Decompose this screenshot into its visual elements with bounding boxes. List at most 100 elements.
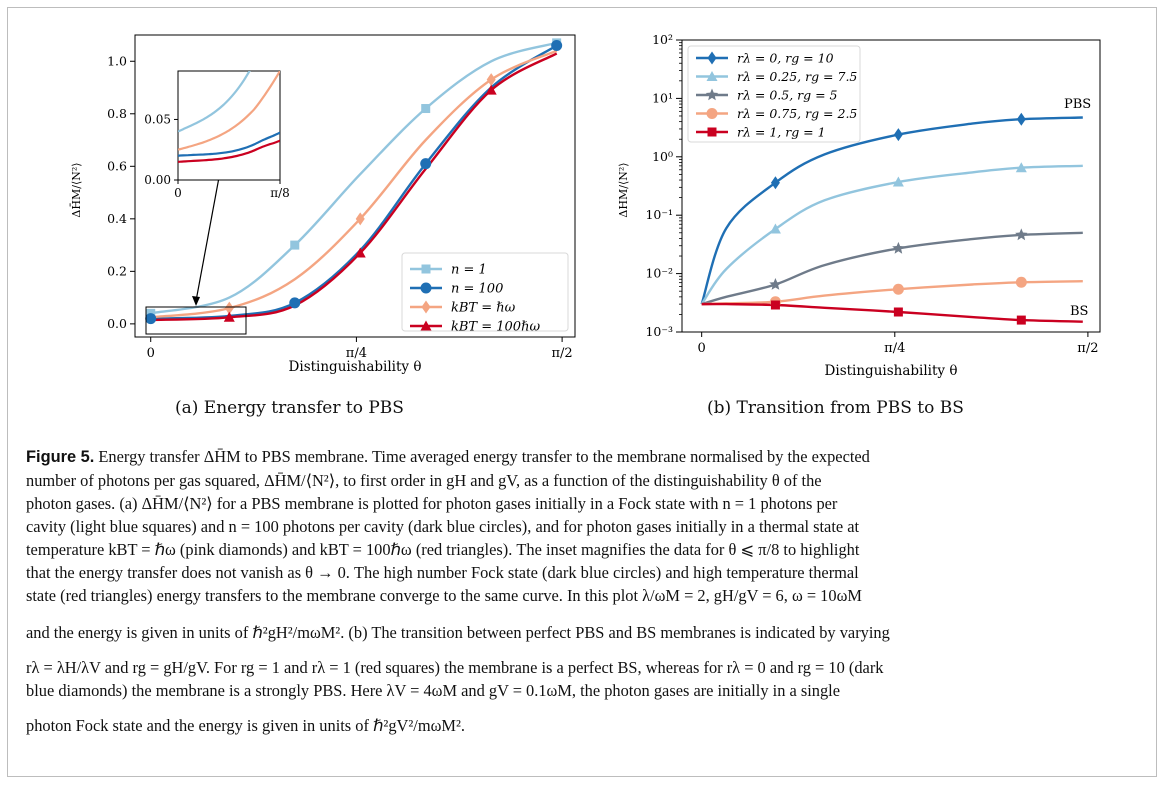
b-series-line (701, 231, 1083, 306)
b-ytick-label: 10⁰ (652, 149, 673, 164)
b-data-point (769, 223, 781, 234)
panel-a-ylabel: ΔH̄M/⟨N²⟩ (70, 162, 83, 217)
a-data-point (224, 301, 234, 315)
b-legend-marker (707, 51, 717, 65)
a-series-line (150, 41, 558, 315)
subcaption-b: (b) Transition from PBS to BS (707, 398, 964, 418)
b-ytick-label: 10¹ (652, 90, 673, 105)
a-legend-marker (420, 320, 432, 331)
panel-a-xlabel: Distinguishability θ (289, 359, 422, 375)
caption-line-11: photon Fock state and the energy is give… (26, 716, 465, 735)
b-data-point (892, 283, 904, 295)
b-ytick-label: 10⁻² (645, 266, 673, 281)
b-series-line (700, 164, 1083, 305)
panel-b-ylabel: ΔHM/⟨N²⟩ (617, 162, 630, 217)
inset-series-line (178, 71, 251, 133)
b-data-point (893, 128, 903, 142)
inset-curves (178, 71, 280, 163)
inset-xtick-label: π/8 (270, 186, 290, 200)
subcaption-a: (a) Energy transfer to PBS (175, 398, 404, 418)
caption-line-1: Time averaged energy transfer to the mem… (371, 447, 870, 466)
b-data-point (1015, 162, 1027, 173)
a-ytick-label: 1.0 (107, 53, 127, 68)
b-ytick-label: 10⁻¹ (645, 207, 673, 222)
a-data-point (290, 240, 300, 250)
a-data-point (551, 40, 563, 52)
a-xtick-label: π/4 (346, 346, 367, 361)
a-legend-label: n = 100 (451, 282, 503, 297)
a-data-point (420, 158, 432, 170)
b-data-point (1016, 315, 1026, 325)
caption-line-8: and the energy is given in units of ℏ²gH… (26, 623, 890, 642)
panel-b-xlabel: Distinguishability θ (825, 363, 958, 379)
b-legend-label: rλ = 0, rg = 10 (737, 51, 834, 66)
b-legend-marker (706, 108, 718, 119)
caption-line-9: rλ = λH/λV and rg = gH/gV. For rg = 1 an… (26, 658, 884, 677)
b-legend-label: rλ = 1, rg = 1 (737, 125, 826, 140)
a-ytick-label: 0.4 (107, 211, 127, 226)
caption-line-2: number of photons per gas squared, ΔH̄M/… (26, 471, 822, 490)
a-data-point (145, 313, 157, 325)
zoom-region-box (145, 306, 247, 335)
a-data-point (485, 84, 497, 95)
a-data-point (486, 73, 496, 87)
caption-line-5: temperature kBT = ℏω (pink diamonds) and… (26, 540, 860, 559)
caption-line-10: blue diamonds) the membrane is a strongl… (26, 681, 841, 700)
figure-caption: Figure 5. Energy transfer ΔH̄M to PBS me… (26, 445, 1141, 737)
a-data-point (355, 212, 365, 226)
b-legend-box (687, 45, 861, 143)
a-xtick-label: π/2 (552, 346, 573, 361)
a-legend-label: n = 1 (451, 263, 487, 278)
b-data-point (892, 176, 904, 187)
b-xtick-label: 0 (698, 341, 706, 356)
b-data-point (1015, 228, 1028, 241)
caption-title: Energy transfer ΔH̄M to PBS membrane. (98, 447, 369, 466)
a-data-point (421, 104, 431, 114)
b-xtick-label: π/2 (1077, 341, 1098, 356)
a-ytick-label: 0.6 (107, 158, 127, 173)
b-data-point (1016, 112, 1026, 126)
panel-a-chart: 0 π/4 π/2 0.0 0.2 0.4 0.6 0.8 1.0 0 π/8 0.00 0.05 n… (70, 34, 576, 375)
caption-line-7: state (red triangles) energy transfers t… (26, 586, 862, 605)
inset-series-line (178, 139, 280, 163)
a-data-point (223, 311, 235, 322)
a-legend-marker (421, 264, 431, 274)
b-legend-marker (706, 71, 718, 81)
caption-label: Figure 5. (26, 448, 95, 466)
a-data-point (354, 247, 366, 258)
a-data-point (289, 297, 301, 309)
a-ytick-label: 0.8 (107, 106, 127, 121)
b-legend-marker (707, 127, 717, 137)
b-data-point (893, 307, 903, 317)
b-legend-label: rλ = 0.5, rg = 5 (737, 88, 838, 103)
b-ytick-label: 10² (652, 32, 673, 47)
caption-line-3: photon gases. (a) ΔH̄M/⟨N²⟩ for a PBS me… (26, 494, 838, 513)
a-ytick-label: 0.0 (107, 316, 127, 331)
b-data-point (1015, 276, 1027, 288)
inset-ytick-label: 0.05 (144, 112, 171, 126)
a-xtick-label: 0 (147, 346, 155, 361)
b-legend-label: rλ = 0.25, rg = 7.5 (737, 69, 857, 84)
caption-line-4: cavity (light blue squares) and n = 100 … (26, 517, 860, 536)
inset-xtick-label: 0 (174, 186, 182, 200)
b-data-point (769, 278, 782, 290)
b-ytick-label: 10⁻³ (645, 324, 673, 339)
b-data-point (770, 176, 780, 190)
caption-line-6: that the energy transfer does not vanish… (26, 563, 859, 582)
b-series-line (700, 116, 1083, 305)
b-legend-label: rλ = 0.75, rg = 2.5 (737, 106, 857, 121)
b-xtick-label: π/4 (884, 341, 905, 356)
a-legend-label: kBT = ℏω (451, 301, 516, 316)
b-data-point (770, 300, 780, 310)
a-legend-marker (421, 300, 431, 314)
bs-annotation: BS (1070, 304, 1088, 319)
inset-series-line (178, 131, 280, 157)
a-legend-marker (420, 282, 432, 294)
pbs-annotation: PBS (1064, 97, 1091, 112)
b-legend-marker (705, 88, 719, 101)
panel-b-chart: 0 π/4 π/2 10⁻³ 10⁻² 10⁻¹ 10⁰ 10¹ 10² rλ = 0, rg … (617, 32, 1101, 379)
inset-series-line (178, 71, 280, 151)
zoom-arrow (195, 171, 221, 302)
inset-ytick-label: 0.00 (144, 173, 171, 187)
a-legend-box (401, 252, 569, 332)
